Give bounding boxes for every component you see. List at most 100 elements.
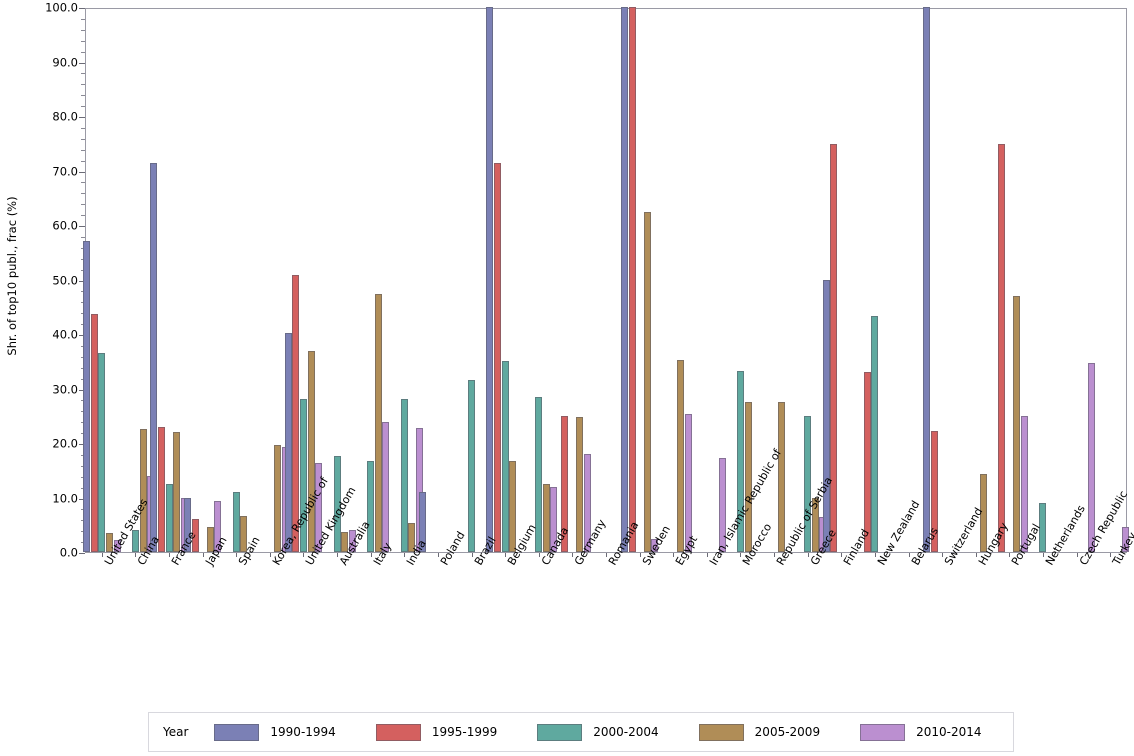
bar[interactable] xyxy=(173,432,181,552)
bar-group xyxy=(1058,9,1096,552)
bar[interactable] xyxy=(923,7,931,552)
bar[interactable] xyxy=(1088,363,1096,552)
bar[interactable] xyxy=(284,333,292,552)
chart-legend: Year 1990-1994 1995-1999 2000-2004 2005-200… xyxy=(148,712,1014,752)
x-tick-mark xyxy=(740,553,742,557)
bar[interactable] xyxy=(165,484,173,552)
bar[interactable] xyxy=(718,458,726,552)
bar[interactable] xyxy=(822,280,830,552)
bar[interactable] xyxy=(214,500,222,552)
bar[interactable] xyxy=(643,212,651,552)
x-tick-mark xyxy=(505,553,507,557)
x-tick-mark xyxy=(841,553,843,557)
bar[interactable] xyxy=(150,163,158,552)
bar[interactable] xyxy=(651,538,659,552)
y-tick-minor xyxy=(81,127,85,129)
bar[interactable] xyxy=(90,314,98,552)
bar[interactable] xyxy=(550,487,558,552)
bar[interactable] xyxy=(307,350,315,552)
x-tick-mark xyxy=(437,553,439,557)
bar[interactable] xyxy=(501,360,509,552)
bar[interactable] xyxy=(811,498,819,552)
bar[interactable] xyxy=(292,274,300,552)
bar[interactable] xyxy=(157,426,165,552)
x-tick-mark xyxy=(538,553,540,557)
y-tick-minor xyxy=(81,51,85,53)
bar[interactable] xyxy=(299,399,307,552)
bar[interactable] xyxy=(183,498,191,552)
bar[interactable] xyxy=(979,474,987,552)
bar[interactable] xyxy=(486,7,494,552)
bar[interactable] xyxy=(273,444,281,552)
bar[interactable] xyxy=(535,397,543,552)
bar[interactable] xyxy=(382,422,390,552)
y-tick-minor xyxy=(81,40,85,42)
bar[interactable] xyxy=(542,484,550,552)
bar[interactable] xyxy=(628,7,636,552)
legend-entry[interactable]: 2010-2014 xyxy=(860,723,982,741)
y-tick-label: 30.0 xyxy=(52,382,78,396)
bar[interactable] xyxy=(1013,295,1021,552)
bar-group xyxy=(453,9,490,552)
bar[interactable] xyxy=(374,294,382,552)
legend-label: 1990-1994 xyxy=(270,725,336,739)
bar-group xyxy=(620,7,659,552)
bar[interactable] xyxy=(139,428,147,552)
y-tick-minor xyxy=(81,509,85,511)
bar[interactable] xyxy=(131,529,139,552)
bar[interactable] xyxy=(1021,416,1029,552)
bar-group xyxy=(486,7,523,552)
y-tick-minor xyxy=(81,247,85,249)
bar[interactable] xyxy=(684,413,692,552)
y-tick-label: 80.0 xyxy=(52,109,78,124)
bar[interactable] xyxy=(863,371,871,552)
bar[interactable] xyxy=(778,402,786,552)
bar[interactable] xyxy=(105,533,113,552)
y-tick-minor xyxy=(81,29,85,31)
y-tick-minor xyxy=(81,291,85,293)
bar[interactable] xyxy=(232,492,240,552)
bar[interactable] xyxy=(1039,502,1047,552)
bar[interactable] xyxy=(931,431,939,552)
bar[interactable] xyxy=(113,540,121,552)
bar[interactable] xyxy=(1121,527,1129,552)
bar[interactable] xyxy=(367,461,375,552)
bar-group xyxy=(117,9,155,552)
bar[interactable] xyxy=(98,353,106,552)
bar[interactable] xyxy=(240,515,248,552)
bar[interactable] xyxy=(494,162,502,552)
bar[interactable] xyxy=(998,144,1006,552)
bar[interactable] xyxy=(400,398,408,552)
bar[interactable] xyxy=(744,402,752,552)
bar[interactable] xyxy=(677,360,685,552)
y-tick-minor xyxy=(81,345,85,347)
bar[interactable] xyxy=(561,416,569,552)
legend-entry[interactable]: 2005-2009 xyxy=(698,723,820,741)
bar[interactable] xyxy=(341,532,349,552)
x-tick-mark xyxy=(706,553,708,557)
bar[interactable] xyxy=(408,522,416,552)
bar[interactable] xyxy=(871,316,879,552)
bar[interactable] xyxy=(315,463,323,552)
y-tick-mark xyxy=(79,8,85,9)
bar[interactable] xyxy=(804,416,812,552)
legend-entry[interactable]: 2000-2004 xyxy=(537,723,659,741)
bar[interactable] xyxy=(576,416,584,552)
bar[interactable] xyxy=(419,492,427,552)
bar[interactable] xyxy=(468,380,476,552)
bar[interactable] xyxy=(333,456,341,552)
y-tick-minor xyxy=(81,378,85,380)
bar[interactable] xyxy=(348,529,356,552)
bar[interactable] xyxy=(620,7,628,552)
bar[interactable] xyxy=(83,240,91,552)
legend-entry[interactable]: 1995-1999 xyxy=(375,723,497,741)
bar[interactable] xyxy=(584,454,592,552)
x-tick-mark xyxy=(807,553,809,557)
bar[interactable] xyxy=(830,144,838,552)
y-tick-minor xyxy=(81,95,85,97)
bar[interactable] xyxy=(736,371,744,552)
legend-entry[interactable]: 1990-1994 xyxy=(214,723,336,741)
bar[interactable] xyxy=(509,461,517,552)
bar[interactable] xyxy=(191,519,199,552)
bar[interactable] xyxy=(206,527,214,552)
